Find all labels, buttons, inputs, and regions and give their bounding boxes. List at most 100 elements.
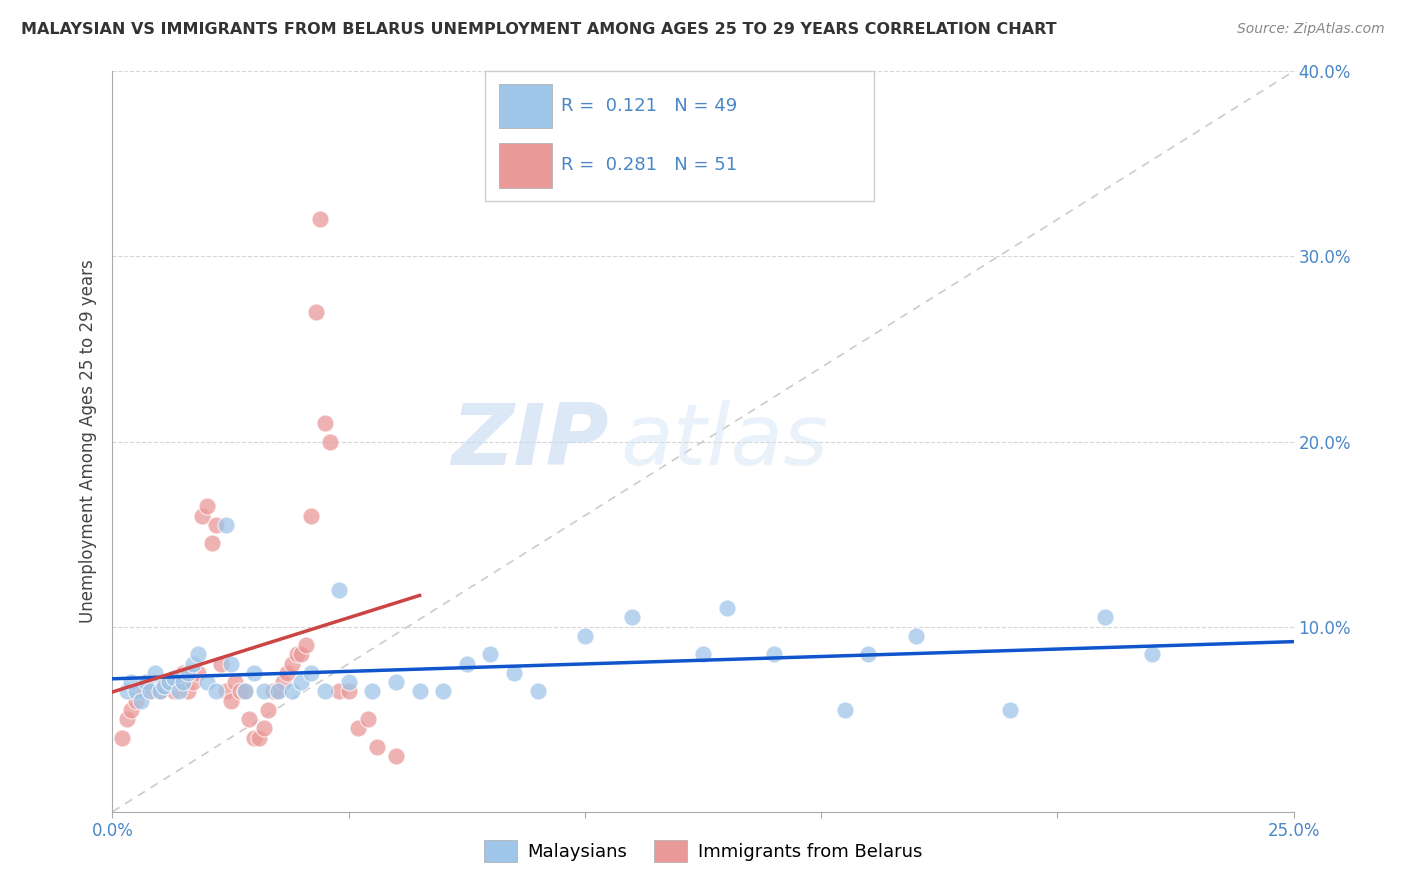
- Text: MALAYSIAN VS IMMIGRANTS FROM BELARUS UNEMPLOYMENT AMONG AGES 25 TO 29 YEARS CORR: MALAYSIAN VS IMMIGRANTS FROM BELARUS UNE…: [21, 22, 1057, 37]
- Point: [319, 434, 342, 449]
- Point: [172, 675, 194, 690]
- Point: [215, 517, 238, 532]
- Text: atlas: atlas: [620, 400, 828, 483]
- Point: [503, 665, 526, 680]
- Point: [129, 694, 152, 708]
- Point: [209, 657, 232, 671]
- Point: [243, 731, 266, 745]
- Point: [314, 684, 336, 698]
- Point: [314, 416, 336, 430]
- Text: Source: ZipAtlas.com: Source: ZipAtlas.com: [1237, 22, 1385, 37]
- Point: [111, 731, 134, 745]
- Point: [281, 657, 304, 671]
- Point: [191, 508, 214, 523]
- FancyBboxPatch shape: [499, 84, 551, 128]
- Y-axis label: Unemployment Among Ages 25 to 29 years: Unemployment Among Ages 25 to 29 years: [79, 260, 97, 624]
- Point: [290, 675, 312, 690]
- Point: [172, 665, 194, 680]
- Point: [267, 684, 290, 698]
- Point: [257, 703, 280, 717]
- Point: [177, 665, 200, 680]
- Point: [115, 684, 138, 698]
- Point: [285, 648, 308, 662]
- Point: [219, 657, 242, 671]
- Point: [215, 684, 238, 698]
- Point: [574, 629, 596, 643]
- Text: ZIP: ZIP: [451, 400, 609, 483]
- Point: [163, 684, 186, 698]
- Point: [366, 739, 388, 754]
- Point: [347, 722, 370, 736]
- Point: [195, 675, 218, 690]
- Point: [479, 648, 502, 662]
- Point: [157, 675, 180, 690]
- Point: [337, 684, 360, 698]
- Point: [205, 517, 228, 532]
- Point: [205, 684, 228, 698]
- Point: [115, 712, 138, 726]
- Point: [120, 675, 142, 690]
- Point: [129, 684, 152, 698]
- Point: [356, 712, 378, 726]
- Point: [219, 694, 242, 708]
- Point: [253, 722, 276, 736]
- Point: [139, 684, 162, 698]
- Text: R =  0.121   N = 49: R = 0.121 N = 49: [561, 97, 738, 115]
- Point: [181, 657, 204, 671]
- Point: [304, 305, 326, 319]
- Point: [253, 684, 276, 698]
- Point: [271, 675, 294, 690]
- Point: [299, 508, 322, 523]
- Point: [858, 648, 880, 662]
- Point: [153, 679, 176, 693]
- Point: [337, 675, 360, 690]
- Point: [149, 684, 172, 698]
- Point: [276, 665, 298, 680]
- Point: [762, 648, 785, 662]
- Point: [163, 672, 186, 686]
- Point: [299, 665, 322, 680]
- Point: [267, 684, 290, 698]
- Point: [290, 648, 312, 662]
- Point: [834, 703, 856, 717]
- Point: [281, 684, 304, 698]
- Point: [998, 703, 1021, 717]
- Point: [143, 675, 166, 690]
- Point: [716, 601, 738, 615]
- Point: [385, 675, 408, 690]
- Point: [238, 712, 260, 726]
- FancyBboxPatch shape: [499, 144, 551, 187]
- Point: [233, 684, 256, 698]
- Point: [247, 731, 270, 745]
- Point: [143, 665, 166, 680]
- Point: [167, 684, 190, 698]
- Point: [229, 684, 252, 698]
- Point: [186, 648, 208, 662]
- Point: [328, 582, 350, 597]
- Point: [456, 657, 478, 671]
- Point: [139, 684, 162, 698]
- Point: [1140, 648, 1163, 662]
- Point: [149, 684, 172, 698]
- Point: [157, 675, 180, 690]
- Point: [385, 749, 408, 764]
- Point: [432, 684, 454, 698]
- Point: [186, 665, 208, 680]
- Point: [135, 675, 157, 690]
- Point: [181, 675, 204, 690]
- Point: [120, 703, 142, 717]
- Point: [243, 665, 266, 680]
- Legend: Malaysians, Immigrants from Belarus: Malaysians, Immigrants from Belarus: [477, 833, 929, 870]
- Point: [295, 638, 318, 652]
- Point: [526, 684, 548, 698]
- FancyBboxPatch shape: [485, 71, 875, 201]
- Point: [177, 684, 200, 698]
- Point: [195, 500, 218, 514]
- Point: [692, 648, 714, 662]
- Point: [361, 684, 384, 698]
- Point: [167, 675, 190, 690]
- Point: [233, 684, 256, 698]
- Point: [135, 675, 157, 690]
- Point: [904, 629, 927, 643]
- Point: [408, 684, 430, 698]
